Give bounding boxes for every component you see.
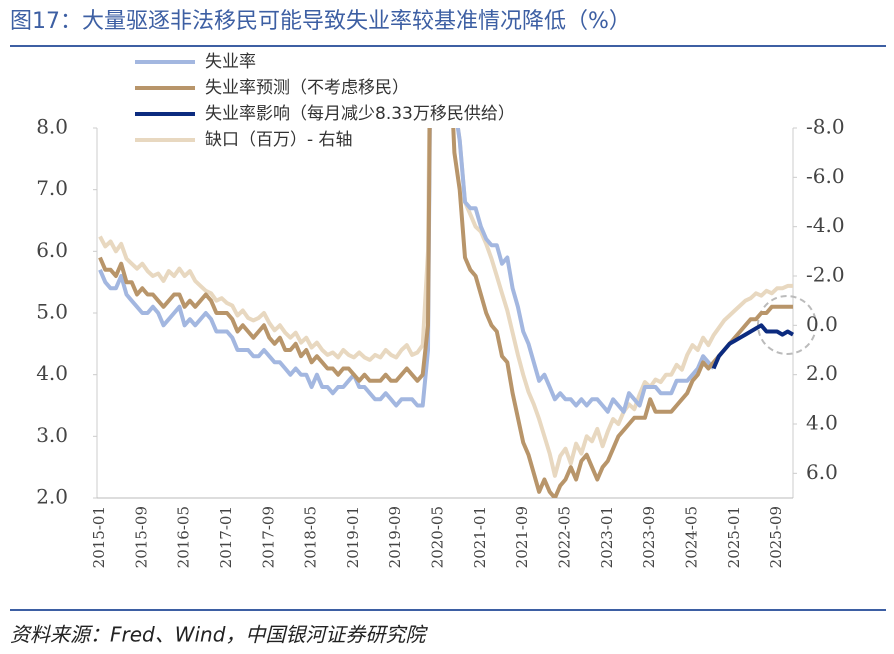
y2-tick-label: 6.0	[806, 460, 838, 484]
x-tick-label: 2018-05	[302, 506, 320, 568]
series-line	[711, 323, 795, 370]
legend-label: 失业率影响（每月减少8.33万移民供给）	[205, 104, 515, 124]
x-tick-label: 2015-09	[132, 506, 150, 568]
x-tick-label: 2024-05	[682, 506, 700, 568]
x-tick-label: 2017-01	[217, 506, 235, 568]
series-line	[98, 128, 716, 414]
x-tick-label: 2015-01	[90, 506, 108, 568]
x-tick-label: 2023-09	[640, 506, 658, 568]
y-tick-label: 5.0	[36, 300, 68, 324]
legend-label: 失业率	[205, 52, 256, 72]
chart-title: 图17：大量驱逐非法移民可能导致失业率较基准情况降低（%）	[10, 9, 631, 34]
x-tick-label: 2016-05	[175, 506, 193, 568]
x-tick-label: 2023-01	[598, 506, 616, 568]
y2-tick-label: -2.0	[806, 263, 845, 287]
source-note: 资料来源：Fred、Wind，中国银河证券研究院	[10, 623, 428, 647]
legend-label: 失业率预测（不考虑移民）	[205, 78, 409, 98]
y-tick-label: 2.0	[36, 485, 68, 509]
x-tick-label: 2022-05	[556, 506, 574, 568]
y-tick-label: 6.0	[36, 238, 68, 262]
y-tick-label: 3.0	[36, 423, 68, 447]
plot-area	[98, 128, 795, 498]
x-tick-label: 2019-09	[386, 506, 404, 568]
x-tick-label: 2025-01	[725, 506, 743, 568]
y-tick-label: 7.0	[36, 176, 68, 200]
y2-tick-label: -6.0	[806, 164, 845, 188]
series-line	[98, 128, 793, 478]
x-tick-label: 2021-01	[471, 506, 489, 568]
x-tick-label: 2025-09	[767, 506, 785, 568]
x-tick-label: 2020-05	[429, 506, 447, 568]
y2-tick-label: 4.0	[806, 411, 838, 435]
legend-label: 缺口（百万）- 右轴	[205, 130, 353, 150]
y-tick-label: 8.0	[36, 115, 68, 139]
x-tick-label: 2021-09	[513, 506, 531, 568]
y2-tick-label: -4.0	[806, 213, 845, 237]
y2-tick-label: 2.0	[806, 361, 838, 385]
y2-tick-label: 0.0	[806, 312, 838, 336]
y2-tick-label: -8.0	[806, 115, 845, 139]
series-line	[98, 128, 793, 498]
x-tick-label: 2019-01	[344, 506, 362, 568]
x-tick-label: 2017-09	[259, 506, 277, 568]
y-tick-label: 4.0	[36, 361, 68, 385]
